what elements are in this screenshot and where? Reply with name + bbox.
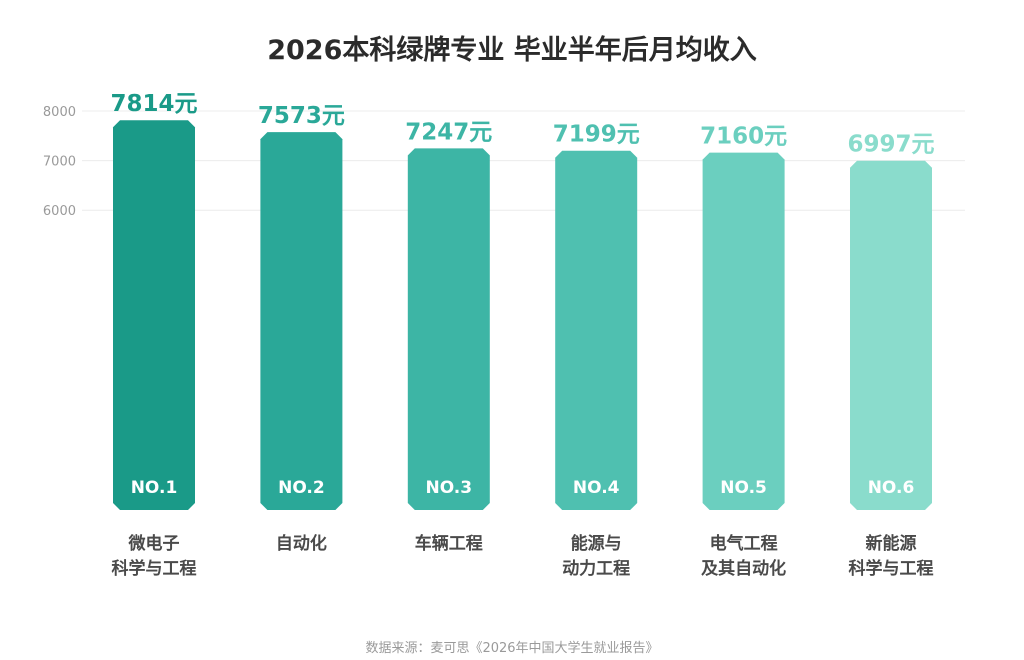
bar xyxy=(850,160,932,511)
category-label: 科学与工程 xyxy=(112,558,197,579)
category-label: 及其自动化 xyxy=(701,558,786,579)
value-label: 7199元 xyxy=(553,122,640,148)
rank-label: NO.6 xyxy=(868,478,915,498)
rank-label: NO.1 xyxy=(131,478,178,498)
data-source-note: 数据来源：麦可思《2026年中国大学生就业报告》 xyxy=(365,641,659,656)
category-label: 能源与 xyxy=(571,533,622,554)
y-tick-label: 8000 xyxy=(43,105,76,120)
y-tick-label: 6000 xyxy=(43,204,76,219)
category-label: 科学与工程 xyxy=(849,558,934,579)
category-label: 自动化 xyxy=(276,533,327,554)
value-label: 7160元 xyxy=(700,124,787,150)
category-label: 电气工程 xyxy=(710,533,778,554)
bar xyxy=(555,150,638,510)
y-tick-label: 7000 xyxy=(43,155,76,170)
bar xyxy=(113,120,195,511)
bar xyxy=(407,148,490,510)
bar xyxy=(260,132,343,510)
bar xyxy=(702,152,785,510)
chart-title: 2026本科绿牌专业 毕业半年后月均收入 xyxy=(267,35,757,66)
rank-label: NO.5 xyxy=(720,478,767,498)
rank-label: NO.2 xyxy=(278,478,325,498)
value-label: 7814元 xyxy=(110,91,197,117)
category-label: 微电子 xyxy=(128,533,180,554)
category-label: 动力工程 xyxy=(562,558,630,579)
rank-label: NO.3 xyxy=(426,478,473,498)
value-label: 6997元 xyxy=(847,132,934,158)
category-label: 新能源 xyxy=(866,533,917,554)
grid-layer: 6000 7000 8000 xyxy=(43,105,965,219)
value-label: 7573元 xyxy=(258,103,345,129)
rank-label: NO.4 xyxy=(573,478,620,498)
category-label: 车辆工程 xyxy=(415,533,483,554)
value-label: 7247元 xyxy=(405,119,492,145)
